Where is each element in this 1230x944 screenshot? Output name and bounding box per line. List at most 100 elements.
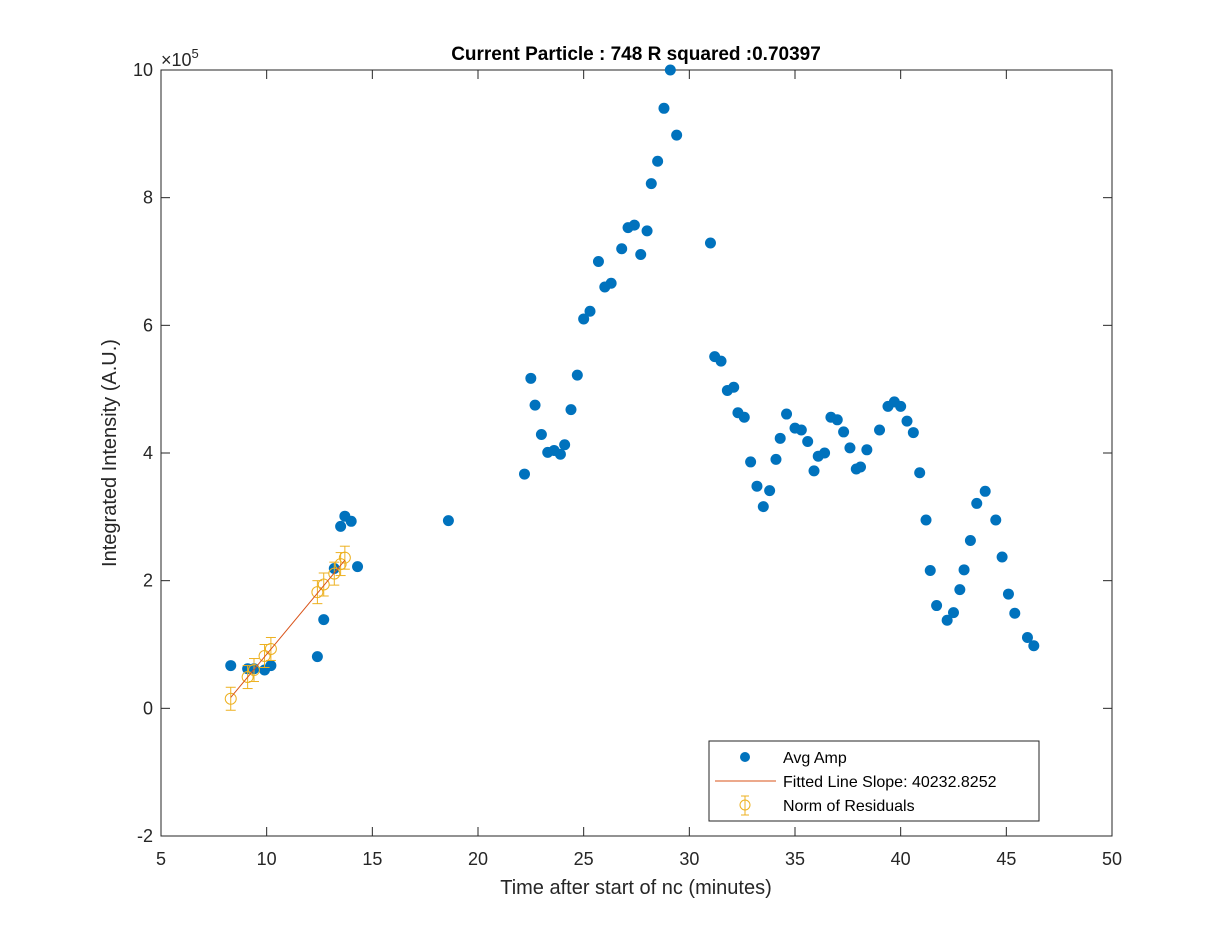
residual-point	[328, 567, 341, 580]
x-tick-label: 45	[996, 849, 1016, 869]
legend: Avg Amp Fitted Line Slope: 40232.8252 No…	[708, 740, 1040, 822]
y-tick-label: 0	[143, 698, 153, 718]
axes-box	[160, 69, 1113, 837]
legend-avg-amp-marker	[740, 752, 750, 762]
avg-amp-point	[745, 456, 757, 468]
avg-amp-point	[311, 651, 323, 663]
avg-amp-point	[795, 424, 807, 436]
avg-amp-point	[671, 129, 683, 141]
avg-amp-point	[901, 415, 913, 427]
avg-amp-point	[1028, 640, 1040, 652]
residual-point	[247, 664, 260, 677]
y-tick-label: 10	[133, 60, 153, 80]
residual-point	[264, 642, 277, 655]
avg-amp-point	[664, 64, 676, 76]
avg-amp-point	[874, 424, 886, 436]
avg-amp-point	[1002, 588, 1014, 600]
x-tick-label: 40	[891, 849, 911, 869]
residual-point	[258, 649, 271, 662]
x-axis-label: Time after start of nc (minutes)	[500, 877, 772, 899]
y-tick-label: 4	[143, 443, 153, 463]
x-tick-label: 25	[574, 849, 594, 869]
avg-amp-point	[855, 461, 867, 473]
avg-amp-point	[738, 411, 750, 423]
avg-amp-point	[914, 467, 926, 479]
avg-amp-point	[781, 408, 793, 420]
avg-amp-point	[635, 248, 647, 260]
fitted-line	[230, 559, 346, 698]
y-exponent-base: ×10	[161, 50, 192, 70]
x-tick-label: 5	[156, 849, 166, 869]
legend-residuals-label: Norm of Residuals	[783, 798, 915, 815]
avg-amp-point	[931, 600, 943, 612]
residual-point	[317, 578, 330, 591]
avg-amp-point	[907, 427, 919, 439]
residual-point	[224, 692, 237, 705]
legend-avg-amp-label: Avg Amp	[783, 750, 847, 767]
avg-amp-point	[715, 355, 727, 367]
avg-amp-point	[831, 414, 843, 426]
avg-amp-point	[757, 501, 769, 513]
avg-amp-point	[645, 178, 657, 190]
avg-amp-point	[559, 439, 571, 451]
avg-amp-point	[592, 256, 604, 267]
avg-amp-point	[318, 614, 330, 626]
y-tick-label: 6	[143, 315, 153, 335]
avg-amp-point	[1009, 607, 1021, 619]
residual-point	[311, 586, 324, 599]
residual-point	[241, 671, 254, 684]
avg-amp-point	[728, 381, 740, 393]
avg-amp-point	[352, 561, 364, 573]
avg-amp-point	[954, 584, 966, 596]
x-axis: 5 10 15 20 25 30 35 40 45 50	[156, 70, 1122, 869]
y-tick-label: 8	[143, 188, 153, 208]
avg-amp-point	[529, 399, 541, 411]
x-tick-label: 10	[257, 849, 277, 869]
avg-amp-point	[770, 453, 782, 465]
plot-area	[224, 64, 1040, 711]
avg-amp-point	[535, 428, 547, 440]
avg-amp-point	[948, 607, 959, 619]
avg-amp-point	[764, 485, 776, 497]
chart-title: Current Particle : 748 R squared :0.7039…	[451, 44, 821, 65]
residual-point	[338, 551, 351, 564]
avg-amp-point	[225, 660, 237, 672]
avg-amp-point	[971, 497, 983, 509]
avg-amp-point	[578, 313, 590, 325]
avg-amp-point	[958, 564, 970, 576]
x-tick-label: 30	[679, 849, 699, 869]
x-tick-label: 15	[362, 849, 382, 869]
avg-amp-point	[1021, 631, 1033, 643]
avg-amp-point	[990, 514, 1002, 526]
avg-amp-point	[924, 564, 936, 576]
avg-amp-point	[652, 155, 664, 167]
y-axis-label: Integrated Intensity (A.U.)	[99, 339, 121, 567]
y-exponent-label: ×105	[161, 46, 199, 70]
avg-amp-point	[335, 520, 347, 532]
y-tick-label: -2	[137, 826, 153, 846]
avg-amp-point	[895, 400, 907, 412]
avg-amp-point	[964, 534, 976, 546]
avg-amp-point	[616, 243, 628, 255]
avg-amp-point	[641, 225, 653, 237]
avg-amp-point	[628, 219, 640, 231]
avg-amp-point	[774, 432, 786, 444]
avg-amp-point	[442, 515, 454, 527]
avg-amp-point	[265, 660, 277, 672]
legend-fit-line-label: Fitted Line Slope: 40232.8252	[783, 774, 997, 791]
avg-amp-point	[565, 404, 577, 416]
avg-amp-point	[844, 442, 856, 454]
x-tick-label: 20	[468, 849, 488, 869]
x-tick-label: 50	[1102, 849, 1122, 869]
avg-amp-point	[518, 468, 530, 480]
avg-amp-point	[979, 485, 991, 497]
avg-amp-point	[838, 426, 850, 438]
legend-residuals-marker	[739, 799, 751, 811]
avg-amp-point	[584, 305, 596, 317]
avg-amp-point	[802, 436, 814, 448]
x-tick-label: 35	[785, 849, 805, 869]
avg-amp-point	[941, 614, 953, 626]
avg-amp-point	[704, 237, 716, 249]
